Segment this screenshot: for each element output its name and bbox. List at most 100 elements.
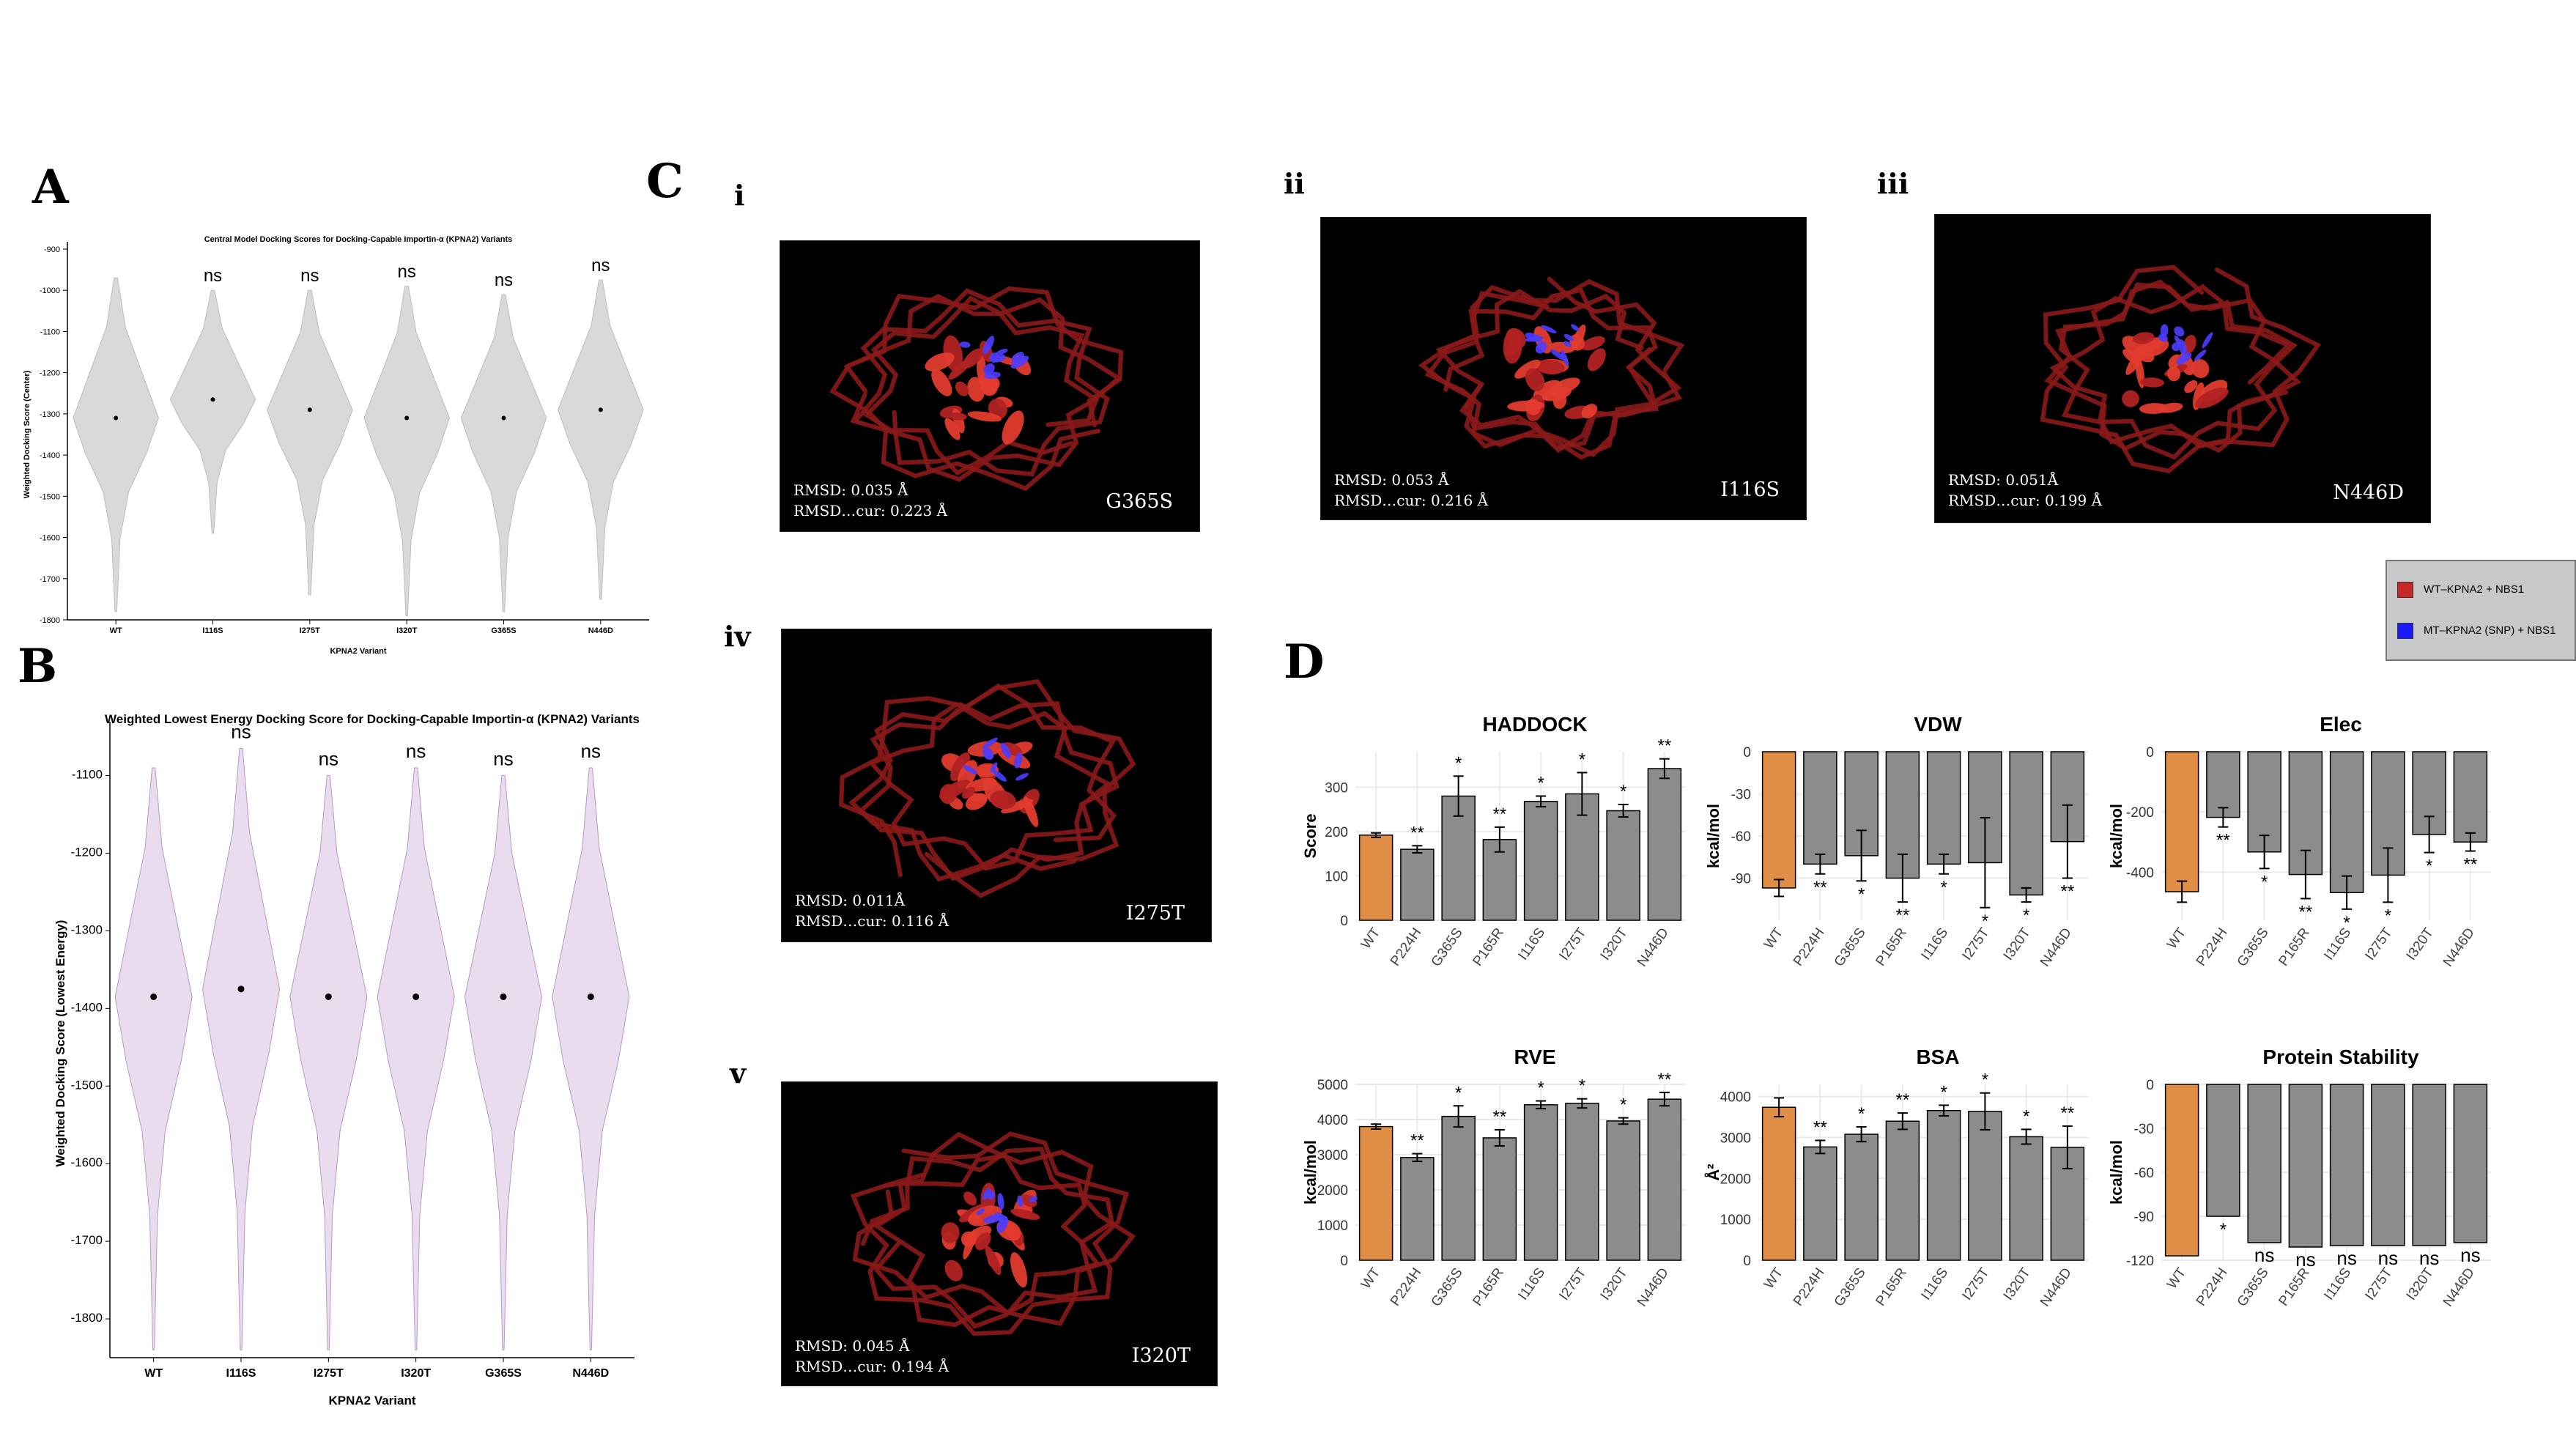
chart-title: Protein Stability [2262, 1046, 2419, 1068]
protein-loop [2040, 265, 2322, 474]
protein-helix [2139, 377, 2164, 388]
bar-wt [2164, 751, 2199, 892]
x-tick-label: P224H [2194, 925, 2231, 969]
significance-label: ns [581, 740, 601, 762]
violin-chart-a: Central Model Docking Scores for Docking… [23, 235, 649, 656]
bar-p224h [1400, 1157, 1435, 1261]
protein-helix [961, 1231, 977, 1248]
y-tick-label: 0 [2146, 1078, 2154, 1093]
protein-structure-image [1418, 276, 1685, 460]
protein-helix [939, 784, 957, 804]
y-tick-label: -1000 [40, 286, 60, 295]
y-tick-label: -1300 [40, 410, 60, 419]
x-tick-label: I320T [1598, 1265, 1631, 1303]
structure-render-i275t: RMSD: 0.011Å RMSD…cur: 0.116 Å I275T [781, 629, 1212, 942]
x-tick-label: I116S [1515, 1265, 1548, 1303]
variant-label: I275T [1125, 902, 1185, 925]
median-point [404, 415, 410, 421]
significance-label: ns [231, 720, 251, 742]
protein-mutant-segment [1550, 349, 1568, 362]
y-tick-label: -90 [2134, 1210, 2154, 1225]
x-tick-label: N446D [588, 626, 613, 635]
y-tick-label: 0 [2146, 745, 2154, 761]
violin-n446d [558, 279, 644, 600]
protein-helix [980, 378, 998, 396]
significance-label: ns [406, 740, 426, 762]
protein-helix [2132, 332, 2155, 344]
significance-label: ** [2299, 902, 2313, 922]
protein-helix [963, 1191, 977, 1206]
y-tick-label: -30 [2134, 1122, 2154, 1137]
x-tick-label: I320T [396, 626, 417, 635]
significance-label: ns [2378, 1247, 2398, 1269]
significance-label: ns [2460, 1244, 2480, 1266]
x-tick-label: I116S [2321, 925, 2354, 963]
bar-n446d [2453, 1084, 2488, 1243]
protein-helix [977, 353, 986, 384]
y-tick-label: -1500 [71, 1078, 103, 1092]
variant-label: I320T [1131, 1344, 1191, 1367]
protein-loop [850, 1131, 1130, 1336]
panel-letter-a: A [32, 160, 69, 215]
structure-render-g365s: RMSD: 0.035 Å RMSD…cur: 0.223 Å G365S [780, 240, 1200, 532]
bar-n446d [1647, 1098, 1682, 1261]
protein-helix [2168, 354, 2182, 369]
bar-chart-haddock: HADDOCK0100200300ScoreWT**P224H*G365S**P… [1301, 713, 1685, 970]
roman-i: i [734, 179, 745, 212]
bar-chart-vdw: VDW0-30-60-90kcal/molWT**P224H*G365S**P1… [1704, 713, 2088, 969]
y-tick-label: -200 [2126, 805, 2154, 821]
protein-helix [1550, 377, 1580, 395]
bar-i320t [2009, 751, 2043, 896]
y-tick-label: -1600 [71, 1155, 103, 1169]
x-tick-label: P165R [2276, 1265, 2313, 1309]
y-axis-label: kcal/mol [2107, 1140, 2125, 1205]
median-point [307, 407, 312, 413]
significance-label: ** [1896, 1090, 1910, 1110]
bar-g365s [1441, 1115, 1476, 1261]
protein-helix [1507, 400, 1545, 412]
protein-helix [2191, 359, 2210, 378]
x-tick-label: P165R [1470, 925, 1507, 969]
protein-helix [1525, 368, 1545, 391]
y-tick-label: -1800 [71, 1311, 103, 1325]
legend-swatch-wt [2397, 582, 2413, 598]
significance-label: * [1858, 884, 1865, 904]
y-tick-label: 300 [1325, 780, 1348, 796]
violin-chart-b: Weighted Lowest Energy Docking Score for… [53, 712, 640, 1407]
y-tick-label: 3000 [1720, 1131, 1751, 1147]
variant-label: G365S [1106, 490, 1173, 513]
significance-label: * [1455, 1083, 1462, 1103]
x-tick-label: P224H [1388, 1265, 1425, 1309]
bar-p224h [1803, 1146, 1837, 1261]
protein-helix [2139, 403, 2169, 414]
y-tick-label: 1000 [1317, 1218, 1348, 1234]
median-point [501, 415, 506, 421]
x-tick-label: N446D [2038, 1265, 2075, 1310]
protein-mutant-segment [2194, 349, 2207, 361]
y-axis-label: kcal/mol [1704, 804, 1722, 868]
protein-mutant-segment [963, 765, 977, 774]
x-tick-label: G365S [491, 626, 516, 635]
x-tick-label: I275T [1556, 1265, 1589, 1303]
bar-p165r [1885, 1120, 1920, 1261]
x-tick-label: P165R [1873, 1265, 1910, 1309]
protein-mutant-segment [2202, 332, 2213, 349]
significance-label: * [1537, 1079, 1544, 1098]
protein-helix [1002, 742, 1023, 757]
protein-loop [1443, 287, 1659, 453]
x-tick-label: WT [1358, 925, 1383, 952]
x-tick-label: WT [144, 1367, 163, 1380]
x-tick-label: I275T [2362, 925, 2395, 963]
protein-mutant-segment [1010, 355, 1029, 369]
protein-helix [950, 752, 971, 782]
significance-label: ns [2336, 1247, 2356, 1269]
significance-label: * [1982, 911, 1988, 931]
y-tick-label: -400 [2126, 865, 2154, 881]
protein-helix [948, 413, 967, 421]
protein-helix [1506, 328, 1526, 349]
x-tick-label: I116S [1918, 1265, 1951, 1303]
protein-structure-image [839, 678, 1136, 898]
x-tick-label: G365S [1429, 925, 1466, 970]
chart-title: Central Model Docking Scores for Docking… [204, 235, 513, 244]
y-tick-label: -1500 [40, 492, 60, 501]
